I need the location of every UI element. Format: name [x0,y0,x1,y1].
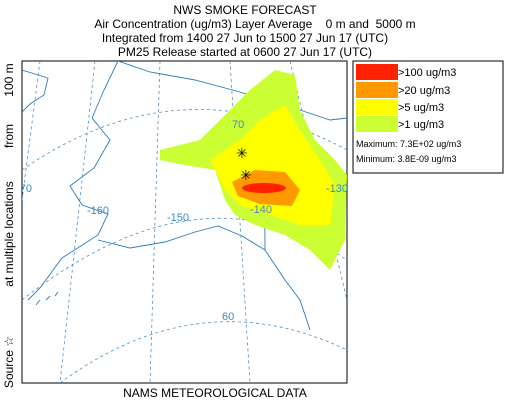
grid-label: -150 [167,212,189,224]
legend-label: >20 ug/m3 [398,85,450,97]
grid-label: -170 [10,183,32,195]
footer: NAMS METEOROLOGICAL DATA [123,386,307,400]
side-label-part: Source ☆ [2,336,16,388]
legend-minimum: Minimum: 3.8E-09 ug/m3 [356,154,457,164]
title: NWS SMOKE FORECAST [173,3,317,17]
legend-swatch [356,82,398,98]
source-marker: ✳ [240,167,252,183]
grid-labels: -170 -160 -150 -140 -130 70 60 [10,119,348,323]
smoke-plume: ✳ ✳ [160,70,347,270]
side-label-part: from [2,124,16,148]
legend-swatch [356,64,398,80]
source-marker: ✳ [236,145,248,161]
legend-swatch [356,116,398,132]
side-label: Source ☆ at multiple locations from 100 … [2,63,16,388]
map: ✳ ✳ -170 -160 -150 -140 -130 70 60 [10,60,348,384]
subtitle: PM25 Release started at 0600 27 Jun 17 (… [118,45,372,59]
side-label-part: at multiple locations [2,181,16,286]
grid-label: -140 [250,204,272,216]
legend-maximum: Maximum: 7.3E+02 ug/m3 [356,139,461,149]
legend: >100 ug/m3 >20 ug/m3 >5 ug/m3 >1 ug/m3 M… [352,60,504,174]
legend-swatch [356,99,398,115]
grid-label: 70 [232,119,244,131]
plume-gt100 [242,183,286,193]
legend-label: >5 ug/m3 [398,102,444,114]
legend-label: >100 ug/m3 [398,67,456,79]
subtitle: Integrated from 1400 27 Jun to 1500 27 J… [102,31,388,45]
grid-label: -160 [87,205,109,217]
subtitle: Air Concentration (ug/m3) Layer Average … [94,17,415,31]
legend-label: >1 ug/m3 [398,119,444,131]
grid-label: -130 [326,183,348,195]
grid-label: 60 [222,311,234,323]
side-label-part: 100 m [2,63,16,96]
